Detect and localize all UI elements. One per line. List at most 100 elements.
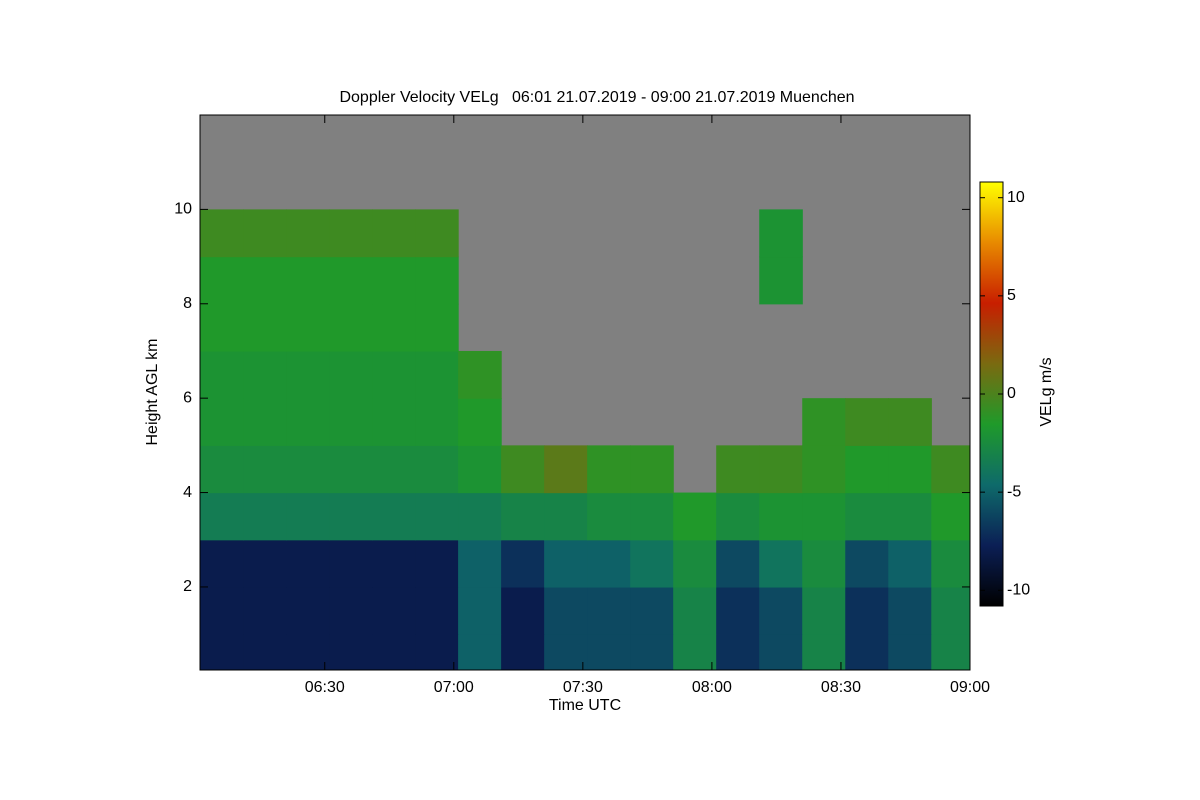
heatmap-cell	[544, 634, 588, 670]
heatmap-cell	[630, 445, 674, 494]
heatmap-cell	[458, 539, 502, 588]
heatmap-cell	[200, 256, 244, 305]
x-tick-label: 07:30	[563, 679, 603, 696]
heatmap-cell	[458, 492, 502, 541]
heatmap-cell	[716, 539, 760, 588]
heatmap-cell	[458, 634, 502, 670]
heatmap-cell	[372, 586, 416, 635]
heatmap-cell	[243, 256, 287, 305]
heatmap-cell	[372, 256, 416, 305]
heatmap-cell	[802, 445, 846, 494]
x-tick-label: 06:30	[305, 679, 345, 696]
heatmap-cell	[415, 539, 459, 588]
heatmap-cell	[501, 445, 545, 494]
heatmap-cell	[415, 303, 459, 352]
y-tick-label: 8	[183, 295, 192, 312]
heatmap-cell	[544, 492, 588, 541]
heatmap-cell	[286, 303, 330, 352]
heatmap-cell	[802, 539, 846, 588]
heatmap-cell	[329, 492, 373, 541]
colorbar-tick-label: -10	[1007, 582, 1030, 599]
heatmap-cell	[415, 209, 459, 258]
heatmap-cell	[759, 209, 803, 258]
heatmap-cell	[415, 445, 459, 494]
heatmap-cell	[415, 398, 459, 446]
heatmap-cell	[716, 445, 760, 494]
colorbar-label: VELg m/s	[1038, 357, 1055, 426]
heatmap-cell	[802, 586, 846, 635]
heatmap-cell	[372, 445, 416, 494]
heatmap-cells	[200, 209, 970, 670]
heatmap-cell	[329, 209, 373, 258]
heatmap-cell	[931, 539, 970, 588]
heatmap-cell	[845, 634, 889, 670]
heatmap-cell	[931, 586, 970, 635]
heatmap-cell	[243, 586, 287, 635]
heatmap-cell	[673, 586, 717, 635]
heatmap-cell	[372, 303, 416, 352]
heatmap-cell	[372, 634, 416, 670]
heatmap-cell	[329, 634, 373, 670]
heatmap-cell	[673, 634, 717, 670]
x-tick-label: 09:00	[950, 679, 990, 696]
heatmap-cell	[415, 586, 459, 635]
heatmap-cell	[200, 539, 244, 588]
heatmap-cell	[931, 634, 970, 670]
heatmap-cell	[716, 634, 760, 670]
heatmap-cell	[415, 256, 459, 305]
heatmap-cell	[372, 209, 416, 258]
y-tick-label: 4	[183, 484, 192, 501]
heatmap-cell	[243, 398, 287, 446]
heatmap-cell	[243, 445, 287, 494]
heatmap-cell	[200, 492, 244, 541]
heatmap-cell	[243, 492, 287, 541]
heatmap-cell	[630, 539, 674, 588]
heatmap-cell	[200, 445, 244, 494]
heatmap-cell	[329, 586, 373, 635]
chart-title: Doppler Velocity VELg 06:01 21.07.2019 -…	[339, 89, 854, 106]
heatmap-cell	[329, 445, 373, 494]
heatmap-cell	[329, 350, 373, 399]
heatmap-cell	[630, 634, 674, 670]
heatmap-cell	[544, 445, 588, 494]
heatmap-cell	[587, 634, 631, 670]
heatmap-cell	[372, 492, 416, 541]
heatmap-cell	[458, 350, 502, 399]
plot-frame	[199, 114, 971, 671]
heatmap-cell	[200, 350, 244, 399]
heatmap-cell	[587, 492, 631, 541]
heatmap-cell	[544, 539, 588, 588]
y-tick-label: 2	[183, 578, 192, 595]
heatmap-cell	[759, 492, 803, 541]
colorbar-tick-label: -5	[1007, 483, 1021, 500]
heatmap-cell	[888, 445, 932, 494]
heatmap-cell	[630, 586, 674, 635]
heatmap-cell	[759, 445, 803, 494]
heatmap-cell	[200, 398, 244, 446]
heatmap-cell	[802, 634, 846, 670]
heatmap-cell	[329, 539, 373, 588]
heatmap-cell	[458, 445, 502, 494]
heatmap-cell	[931, 445, 970, 494]
heatmap-cell	[845, 539, 889, 588]
heatmap-cell	[716, 492, 760, 541]
heatmap-cell	[286, 445, 330, 494]
heatmap-cell	[673, 492, 717, 541]
heatmap-cell	[243, 634, 287, 670]
heatmap-cell	[458, 586, 502, 635]
heatmap-cell	[759, 256, 803, 305]
x-tick-label: 08:30	[821, 679, 861, 696]
heatmap-cell	[501, 539, 545, 588]
heatmap-cell	[501, 492, 545, 541]
heatmap-cell	[888, 398, 932, 446]
heatmap-cell	[759, 586, 803, 635]
x-tick-label: 08:00	[692, 679, 732, 696]
heatmap-cell	[845, 398, 889, 446]
heatmap-cell	[200, 586, 244, 635]
heatmap-cell	[286, 586, 330, 635]
y-tick-label: 10	[174, 201, 192, 218]
heatmap-cell	[716, 586, 760, 635]
heatmap-cell	[587, 445, 631, 494]
heatmap-cell	[845, 586, 889, 635]
